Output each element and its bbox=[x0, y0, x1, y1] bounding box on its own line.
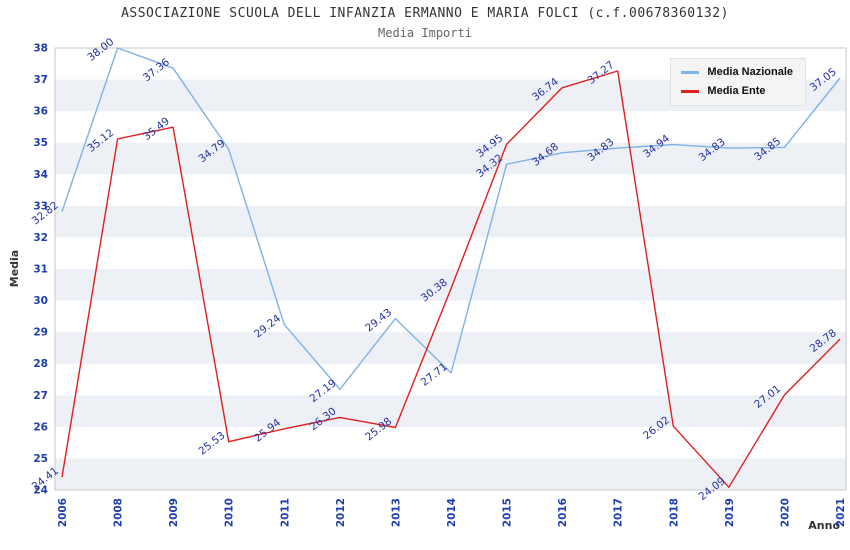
legend-swatch-media-ente bbox=[681, 89, 700, 93]
y-axis-tick-labels: 24 25 26 27 28 29 30 31 32 33 34 35 36 37 38 bbox=[33, 43, 48, 497]
y-tick-label: 32 bbox=[33, 232, 48, 244]
y-tick-label: 38 bbox=[33, 43, 48, 55]
y-tick-label: 36 bbox=[33, 106, 48, 118]
series-line-media-ente bbox=[61, 70, 841, 488]
y-tick-label: 28 bbox=[33, 358, 48, 370]
plot-bands bbox=[55, 48, 846, 490]
x-tick-label: 2008 bbox=[113, 498, 125, 527]
y-tick-label: 31 bbox=[33, 264, 48, 276]
x-tick-label: 2012 bbox=[335, 498, 347, 527]
legend-item-media-ente: Media Ente bbox=[681, 85, 793, 97]
x-axis-title: Anno bbox=[808, 519, 840, 532]
y-tick-label: 35 bbox=[33, 137, 48, 149]
y-tick-label: 24 bbox=[33, 485, 48, 497]
chart-title: ASSOCIAZIONE SCUOLA DELL INFANZIA ERMANN… bbox=[121, 6, 729, 21]
x-tick-label: 2018 bbox=[668, 498, 680, 527]
y-tick-label: 29 bbox=[33, 327, 48, 339]
y-tick-label: 34 bbox=[33, 169, 48, 181]
x-axis-tick-labels: 2006 2008 2009 2010 2011 2012 2013 2014 2015 2016… bbox=[57, 498, 847, 527]
legend-label: Media Ente bbox=[707, 85, 766, 97]
x-tick-label: 2015 bbox=[502, 498, 514, 527]
plot-border bbox=[54, 47, 847, 491]
x-tick-label: 2013 bbox=[390, 498, 402, 527]
legend-label: Media Nazionale bbox=[707, 66, 793, 78]
chart-legend: Media Nazionale Media Ente bbox=[670, 58, 806, 106]
x-tick-label: 2019 bbox=[724, 498, 736, 527]
y-tick-label: 25 bbox=[33, 453, 48, 465]
x-tick-label: 2010 bbox=[224, 498, 236, 527]
legend-swatch-media-nazionale bbox=[681, 70, 700, 74]
x-tick-label: 2006 bbox=[57, 498, 69, 527]
x-tick-label: 2011 bbox=[279, 498, 291, 527]
y-axis-title: Media bbox=[8, 249, 22, 288]
series-line-media-nazionale bbox=[61, 47, 841, 390]
legend-item-media-nazionale: Media Nazionale bbox=[681, 66, 793, 78]
x-tick-label: 2021 bbox=[835, 498, 847, 527]
chart-subtitle: Media Importi bbox=[378, 26, 472, 40]
y-tick-label: 33 bbox=[33, 200, 48, 212]
x-tick-label: 2016 bbox=[557, 498, 569, 527]
x-tick-label: 2020 bbox=[779, 498, 791, 527]
y-tick-label: 26 bbox=[33, 421, 48, 433]
y-tick-label: 37 bbox=[33, 74, 48, 86]
y-tick-label: 27 bbox=[33, 390, 48, 402]
y-tick-label: 30 bbox=[33, 295, 48, 307]
x-tick-label: 2014 bbox=[446, 498, 458, 527]
x-tick-label: 2009 bbox=[168, 498, 180, 527]
x-tick-label: 2017 bbox=[613, 498, 625, 527]
